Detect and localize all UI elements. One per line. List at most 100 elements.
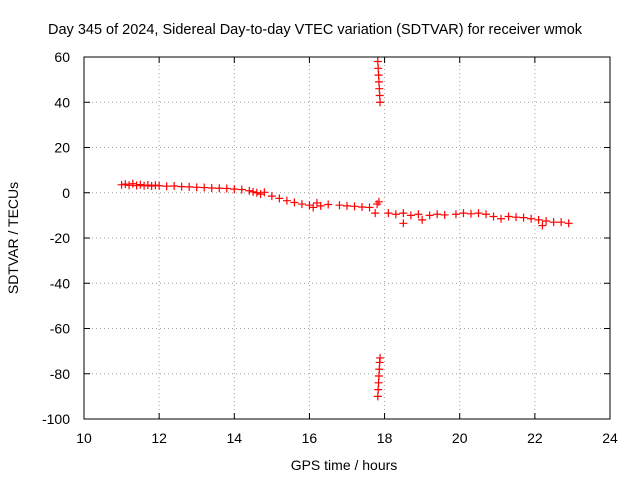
y-tick-label: 40 (54, 94, 70, 110)
data-point (316, 201, 325, 210)
data-point (557, 218, 566, 227)
data-point (466, 209, 475, 218)
data-point (260, 188, 269, 197)
x-tick-label: 14 (226, 430, 242, 446)
data-point (155, 181, 164, 190)
y-tick-label: -80 (50, 366, 70, 382)
data-point (406, 211, 415, 220)
data-point (350, 202, 359, 211)
data-point (267, 192, 276, 201)
data-point (200, 183, 209, 192)
y-tick-label: -40 (50, 275, 70, 291)
data-point (128, 179, 137, 188)
data-point (375, 84, 384, 93)
data-points (117, 57, 573, 401)
data-point (374, 64, 383, 73)
data-point (433, 210, 442, 219)
data-point (564, 219, 573, 228)
data-point (512, 213, 521, 222)
data-point (290, 198, 299, 207)
data-point (451, 210, 460, 219)
data-point (374, 385, 383, 394)
data-point (222, 184, 231, 193)
data-point (374, 197, 383, 206)
data-point (373, 392, 382, 401)
data-point (230, 185, 239, 194)
data-point (391, 210, 400, 219)
x-tick-label: 24 (602, 430, 618, 446)
y-tick-label: -60 (50, 321, 70, 337)
x-tick-label: 18 (377, 430, 393, 446)
data-point (497, 214, 506, 223)
x-tick-label: 12 (151, 430, 167, 446)
data-point (489, 212, 498, 221)
data-point (147, 181, 156, 190)
y-tick-label: -20 (50, 230, 70, 246)
axis-ticks (83, 56, 611, 420)
data-point (418, 215, 427, 224)
data-point (374, 378, 383, 387)
x-tick-label: 20 (452, 430, 468, 446)
y-tick-label: 60 (54, 49, 70, 65)
data-point (375, 91, 384, 100)
tick-labels: 10 12 14 16 18 20 22 24 -100 -80 -60 -40 -20 0 20 40 60 (42, 49, 618, 446)
data-point (343, 201, 351, 210)
data-point (459, 209, 468, 218)
data-point (162, 182, 171, 191)
y-tick-label: -100 (42, 411, 70, 427)
data-point (482, 210, 491, 219)
data-point (374, 372, 383, 381)
data-point (414, 210, 423, 219)
data-point (140, 181, 149, 190)
data-point (136, 180, 145, 189)
data-point (143, 181, 152, 190)
data-point (542, 217, 551, 226)
x-axis-title: GPS time / hours (291, 457, 398, 473)
data-point (376, 98, 385, 107)
data-point (374, 77, 383, 86)
data-point (282, 196, 291, 205)
data-point (474, 209, 483, 218)
data-point (358, 203, 367, 212)
data-point (384, 209, 393, 218)
data-point (376, 353, 385, 362)
data-point (207, 183, 216, 192)
data-point (399, 219, 408, 228)
data-point (324, 200, 333, 209)
data-point (375, 365, 384, 374)
data-point (121, 180, 130, 189)
data-point (504, 212, 513, 221)
data-point (534, 215, 543, 224)
data-point (237, 185, 246, 194)
data-point (373, 57, 382, 66)
data-point (177, 182, 186, 191)
x-tick-label: 10 (76, 430, 92, 446)
data-point (374, 71, 383, 80)
data-point (117, 180, 126, 189)
data-point (549, 218, 558, 227)
chart-title: Day 345 of 2024, Sidereal Day-to-day VTE… (48, 22, 583, 38)
data-point (309, 203, 318, 212)
data-point (538, 221, 547, 230)
data-point (256, 190, 265, 199)
data-point (249, 187, 258, 196)
data-point (365, 203, 374, 212)
data-point (425, 211, 434, 220)
y-tick-label: 0 (62, 185, 70, 201)
data-point (192, 183, 201, 192)
x-tick-label: 16 (302, 430, 318, 446)
data-point (527, 214, 536, 223)
x-tick-label: 22 (527, 430, 543, 446)
data-point (335, 201, 344, 210)
data-point (399, 209, 408, 218)
data-point (170, 181, 179, 190)
y-axis-title: SDTVAR / TECUs (5, 182, 21, 294)
data-point (245, 186, 254, 195)
data-point (297, 200, 306, 209)
data-point (252, 188, 261, 197)
data-point (371, 209, 380, 218)
data-point (185, 182, 194, 191)
grid-lines (84, 57, 610, 419)
y-tick-label: 20 (54, 140, 70, 156)
